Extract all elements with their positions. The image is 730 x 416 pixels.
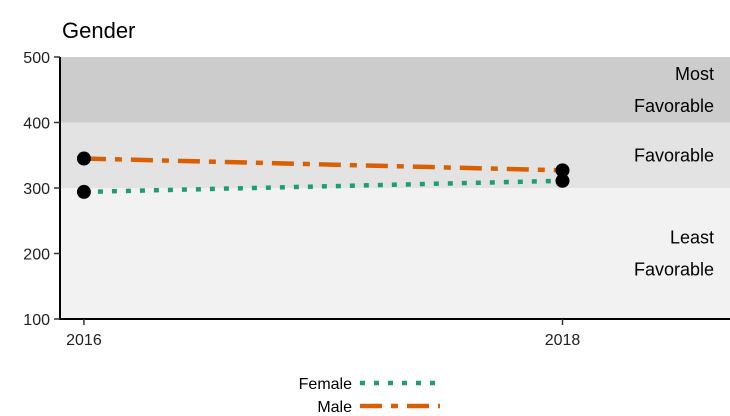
- series-line-male: [83, 156, 563, 173]
- data-point-female: [555, 173, 570, 188]
- x-tick-label: 2018: [545, 332, 581, 349]
- y-tick-label: 100: [23, 312, 50, 329]
- legend: Female Male: [299, 376, 440, 416]
- band-label: Least: [670, 228, 714, 248]
- band-label: Favorable: [634, 145, 714, 165]
- band-0: [60, 57, 730, 123]
- band-1: [60, 122, 730, 188]
- band-label: Favorable: [634, 260, 714, 280]
- band-2: [60, 188, 730, 319]
- x-tick-label: 2016: [66, 332, 102, 349]
- y-tick-label: 400: [23, 116, 50, 133]
- axes: 100 200 300 400 500 2016 2018: [23, 50, 730, 349]
- data-point-female: [76, 184, 91, 199]
- chart-title: Gender: [62, 18, 135, 43]
- y-tick-label: 300: [23, 181, 50, 198]
- y-tick-label: 500: [23, 50, 50, 67]
- data-point-male: [76, 151, 91, 166]
- legend-label: Female: [299, 376, 352, 393]
- performance-bands: Most Favorable Favorable Least Favorable: [60, 57, 730, 319]
- legend-label: Male: [317, 399, 352, 416]
- series-group: [76, 151, 570, 199]
- y-tick-label: 200: [23, 247, 50, 264]
- data-point-male: [555, 163, 570, 178]
- series-line-female: [83, 178, 563, 195]
- band-label: Most: [675, 64, 714, 84]
- band-label: Favorable: [634, 96, 714, 116]
